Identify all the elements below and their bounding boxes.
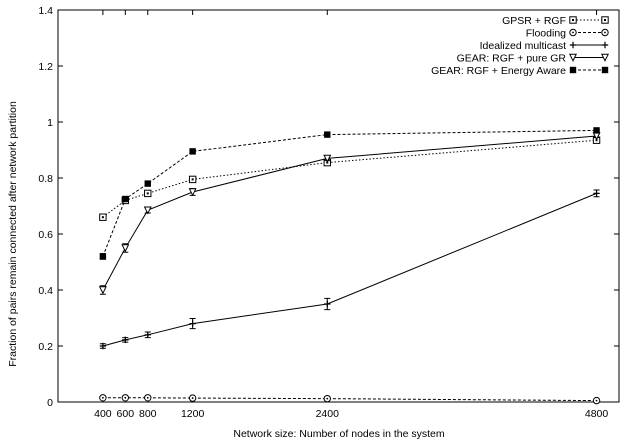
point-marker	[600, 53, 610, 62]
series-2	[99, 394, 601, 405]
point-marker	[143, 206, 152, 215]
series-line	[102, 129, 597, 257]
y-tick-label: 1.2	[38, 61, 53, 73]
y-tick-label: 1	[47, 117, 53, 129]
point-marker-dot	[101, 396, 104, 399]
y-tick-label: 0.8	[38, 173, 53, 185]
x-tick-label: 2400	[316, 408, 340, 420]
point-marker	[144, 331, 151, 338]
series-4	[98, 132, 601, 295]
point-marker	[569, 66, 577, 74]
series-5	[99, 127, 600, 260]
point-marker-dot	[101, 216, 104, 219]
x-tick-label: 600	[117, 408, 135, 420]
plot-frame	[57, 9, 620, 403]
y-tick-label: 0.6	[38, 229, 53, 241]
point-marker	[144, 180, 151, 187]
point-marker-dot	[572, 19, 574, 21]
y-axis-label: Fraction of pairs remain connected after…	[7, 101, 19, 367]
legend-label: GPSR + RGF	[502, 15, 566, 27]
point-marker-dot	[146, 192, 149, 195]
series-group	[98, 127, 601, 405]
point-marker	[189, 320, 196, 327]
x-tick-label: 1200	[181, 408, 205, 420]
y-tick-label: 0.4	[38, 285, 53, 297]
series-3	[99, 189, 600, 350]
point-marker	[121, 244, 130, 253]
legend-label: Flooding	[526, 28, 566, 40]
point-marker	[593, 127, 600, 134]
x-tick-label: 400	[94, 408, 112, 420]
x-tick-label: 800	[139, 408, 157, 420]
point-marker	[188, 188, 197, 197]
legend-label: Idealized multicast	[480, 40, 566, 52]
y-tick-label: 0	[47, 397, 53, 409]
legend-label: GEAR: RGF + Energy Aware	[431, 65, 566, 77]
point-marker	[122, 336, 129, 344]
plot-border	[57, 9, 620, 403]
point-marker-dot	[191, 178, 194, 181]
series-line	[102, 135, 597, 291]
point-marker	[99, 253, 107, 260]
legend-label: GEAR: RGF + pure GR	[457, 53, 567, 65]
point-marker-dot	[146, 396, 149, 399]
point-marker-dot	[124, 396, 127, 399]
y-tick-label: 0.2	[38, 341, 53, 353]
point-marker-dot	[595, 399, 598, 402]
point-marker	[324, 300, 331, 308]
series-line	[102, 397, 597, 402]
point-marker	[593, 190, 600, 197]
point-marker	[323, 154, 332, 163]
point-marker	[189, 148, 196, 155]
point-marker	[601, 41, 609, 49]
point-marker-dot	[572, 31, 574, 34]
series-1	[99, 136, 601, 221]
series-line	[102, 192, 597, 347]
series-line	[102, 139, 597, 218]
point-marker	[568, 53, 578, 62]
point-marker-dot	[604, 31, 606, 34]
x-axis-label: Network size: Number of nodes in the sys…	[233, 428, 445, 440]
point-marker	[122, 195, 129, 203]
point-marker	[601, 66, 609, 74]
y-tick-label: 1.4	[38, 5, 53, 17]
point-marker-dot	[604, 19, 606, 21]
point-marker-dot	[191, 397, 194, 399]
point-marker-dot	[326, 397, 329, 400]
point-marker	[324, 131, 331, 138]
point-marker	[569, 41, 577, 49]
x-tick-label: 4800	[585, 408, 609, 420]
point-marker	[98, 286, 107, 295]
tick-labels: 0 0.2 0.4 0.6 0.8 1 1.2 1.4 400 600 800 1200 2400 480…	[38, 5, 608, 420]
point-marker	[99, 342, 107, 350]
